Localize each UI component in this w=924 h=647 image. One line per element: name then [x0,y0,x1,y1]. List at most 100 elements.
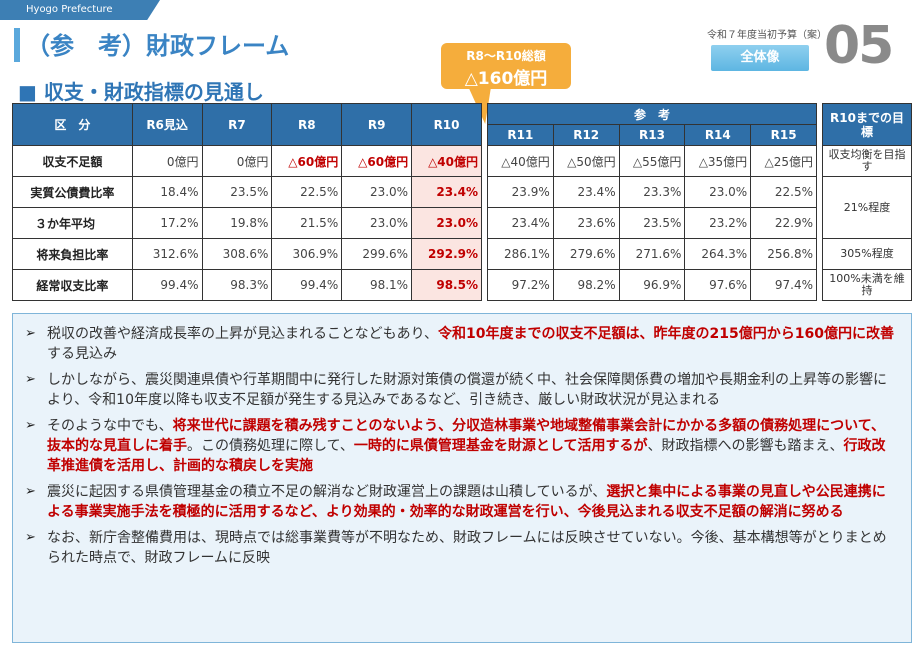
table-row: 将来負担比率 312.6% 308.6% 306.9% 299.6% 292.9… [12,238,482,270]
table-cell: 306.9% [271,238,343,270]
table-cell: △60億円 [341,145,413,177]
prefecture-tab: Hyogo Prefecture [0,0,160,20]
table-row: 経常収支比率 99.4% 98.3% 99.4% 98.1% 98.5% [12,269,482,301]
table-cell: △55億円 [618,145,686,177]
table-cell: 23.9% [487,176,554,208]
table-cell: 23.5% [618,207,686,239]
table-cell: 23.0% [341,207,413,239]
table-cell: 98.1% [341,269,413,301]
table-cell: 23.6% [552,207,620,239]
header-r12: R12 [552,124,620,146]
list-item: ➢ なお、新庁舎整備費用は、現時点では総事業費等が不明なため、財政フレームには反… [25,528,899,568]
row-label: 実質公債費比率 [12,176,133,208]
table-cell: 23.2% [684,207,752,239]
row-label: ３か年平均 [12,207,133,239]
header-r9: R9 [341,103,413,146]
table-cell: 98.5% [411,269,482,301]
table-cell: 312.6% [131,238,203,270]
goal-cell: 305%程度 [822,238,912,270]
bullet-text: そのような中でも、将来世代に課題を積み残すことのないよう、分収造林事業や地域整備… [47,418,886,474]
table-cell: 18.4% [131,176,203,208]
table-cell: 99.4% [271,269,343,301]
table-cell: 286.1% [487,238,554,270]
main-finance-table: 区 分 R6見込 R7 R8 R9 R10 収支不足額 0億円 0億円 △60億… [12,103,482,301]
table-cell: 0億円 [131,145,203,177]
table-cell: 21.5% [271,207,343,239]
table-cell: 17.2% [131,207,203,239]
table-cell: 271.6% [618,238,686,270]
summary-panel: ➢ 税収の改善や経済成長率の上昇が見込まれることなどもあり、令和10年度までの収… [12,313,912,643]
list-item: ➢ 税収の改善や経済成長率の上昇が見込まれることなどもあり、令和10年度までの収… [25,324,899,364]
reference-table: 参 考 R11 R12 R13 R14 R15 △40億円 △50億円 △55億… [487,103,817,301]
table-cell: △60億円 [271,145,343,177]
table-cell: 23.0% [411,207,482,239]
table-cell: 23.0% [684,176,752,208]
page-title: （参 考）財政フレーム [26,32,290,60]
table-row: 収支不足額 0億円 0億円 △60億円 △60億円 △40億円 [12,145,482,177]
scope-badge: 全体像 [711,45,809,71]
header-r15: R15 [750,124,817,146]
goal-cell: 100%未満を維持 [822,269,912,301]
bullet-arrow-icon: ➢ [25,372,36,387]
budget-label: 令和７年度当初予算（案） [707,30,827,41]
table-cell: △40億円 [487,145,554,177]
table-cell: 299.6% [341,238,413,270]
table-row: 実質公債費比率 18.4% 23.5% 22.5% 23.0% 23.4% [12,176,482,208]
bullet-text: 税収の改善や経済成長率の上昇が見込まれることなどもあり、令和10年度までの収支不… [47,326,894,362]
goal-table: R10までの目標 収支均衡を目指す 21%程度 305%程度 100%未満を維持 [822,103,912,301]
table-row: 23.9% 23.4% 23.3% 23.0% 22.5% [487,176,817,208]
table-row: 23.4% 23.6% 23.5% 23.2% 22.9% [487,207,817,239]
table-cell: 22.5% [271,176,343,208]
table-cell: 22.9% [750,207,817,239]
table-cell: 98.3% [201,269,273,301]
total-callout: R8～R10総額 △160億円 [441,43,571,89]
table-cell: 19.8% [201,207,273,239]
table-cell: 96.9% [618,269,686,301]
table-cell: 23.4% [487,207,554,239]
table-row: 286.1% 279.6% 271.6% 264.3% 256.8% [487,238,817,270]
table-cell: 22.5% [750,176,817,208]
row-label: 経常収支比率 [12,269,133,301]
bullet-arrow-icon: ➢ [25,326,36,341]
bullet-arrow-icon: ➢ [25,484,36,499]
list-item: ➢ そのような中でも、将来世代に課題を積み残すことのないよう、分収造林事業や地域… [25,416,899,476]
table-cell: 23.4% [552,176,620,208]
header-r13: R13 [618,124,686,146]
table-row: △40億円 △50億円 △55億円 △35億円 △25億円 [487,145,817,177]
callout-value: △160億円 [464,69,548,89]
table-cell: 99.4% [131,269,203,301]
header-r14: R14 [684,124,752,146]
table-cell: 256.8% [750,238,817,270]
bullet-arrow-icon: ➢ [25,418,36,433]
table-cell: 23.0% [341,176,413,208]
bullet-text: しかしながら、震災関連県債や行革期間中に発行した財源対策債の償還が続く中、社会保… [47,372,887,408]
table-cell: △35億円 [684,145,752,177]
table-row: 97.2% 98.2% 96.9% 97.6% 97.4% [487,269,817,301]
table-cell: 292.9% [411,238,482,270]
header-r10: R10 [411,103,482,146]
header-r6: R6見込 [131,103,203,146]
bullet-text: なお、新庁舎整備費用は、現時点では総事業費等が不明なため、財政フレームには反映さ… [47,530,887,566]
table-cell: △50億円 [552,145,620,177]
table-cell: 279.6% [552,238,620,270]
table-cell: 264.3% [684,238,752,270]
header-r11: R11 [487,124,554,146]
row-label: 将来負担比率 [12,238,133,270]
header-r8: R8 [271,103,343,146]
table-cell: 97.4% [750,269,817,301]
goal-header: R10までの目標 [822,103,912,146]
table-cell: 97.2% [487,269,554,301]
table-cell: 23.3% [618,176,686,208]
table-cell: 308.6% [201,238,273,270]
goal-cell: 21%程度 [822,176,912,239]
bullet-arrow-icon: ➢ [25,530,36,545]
section-subtitle: ■ 収支・財政指標の見通し [18,80,264,104]
page-number: 05 [824,16,894,76]
table-cell: 23.4% [411,176,482,208]
callout-label: R8～R10総額 [466,49,546,63]
header-r7: R7 [201,103,273,146]
goal-cell: 収支均衡を目指す [822,145,912,177]
table-cell: △40億円 [411,145,482,177]
table-cell: △25億円 [750,145,817,177]
title-accent-bar [14,28,20,62]
